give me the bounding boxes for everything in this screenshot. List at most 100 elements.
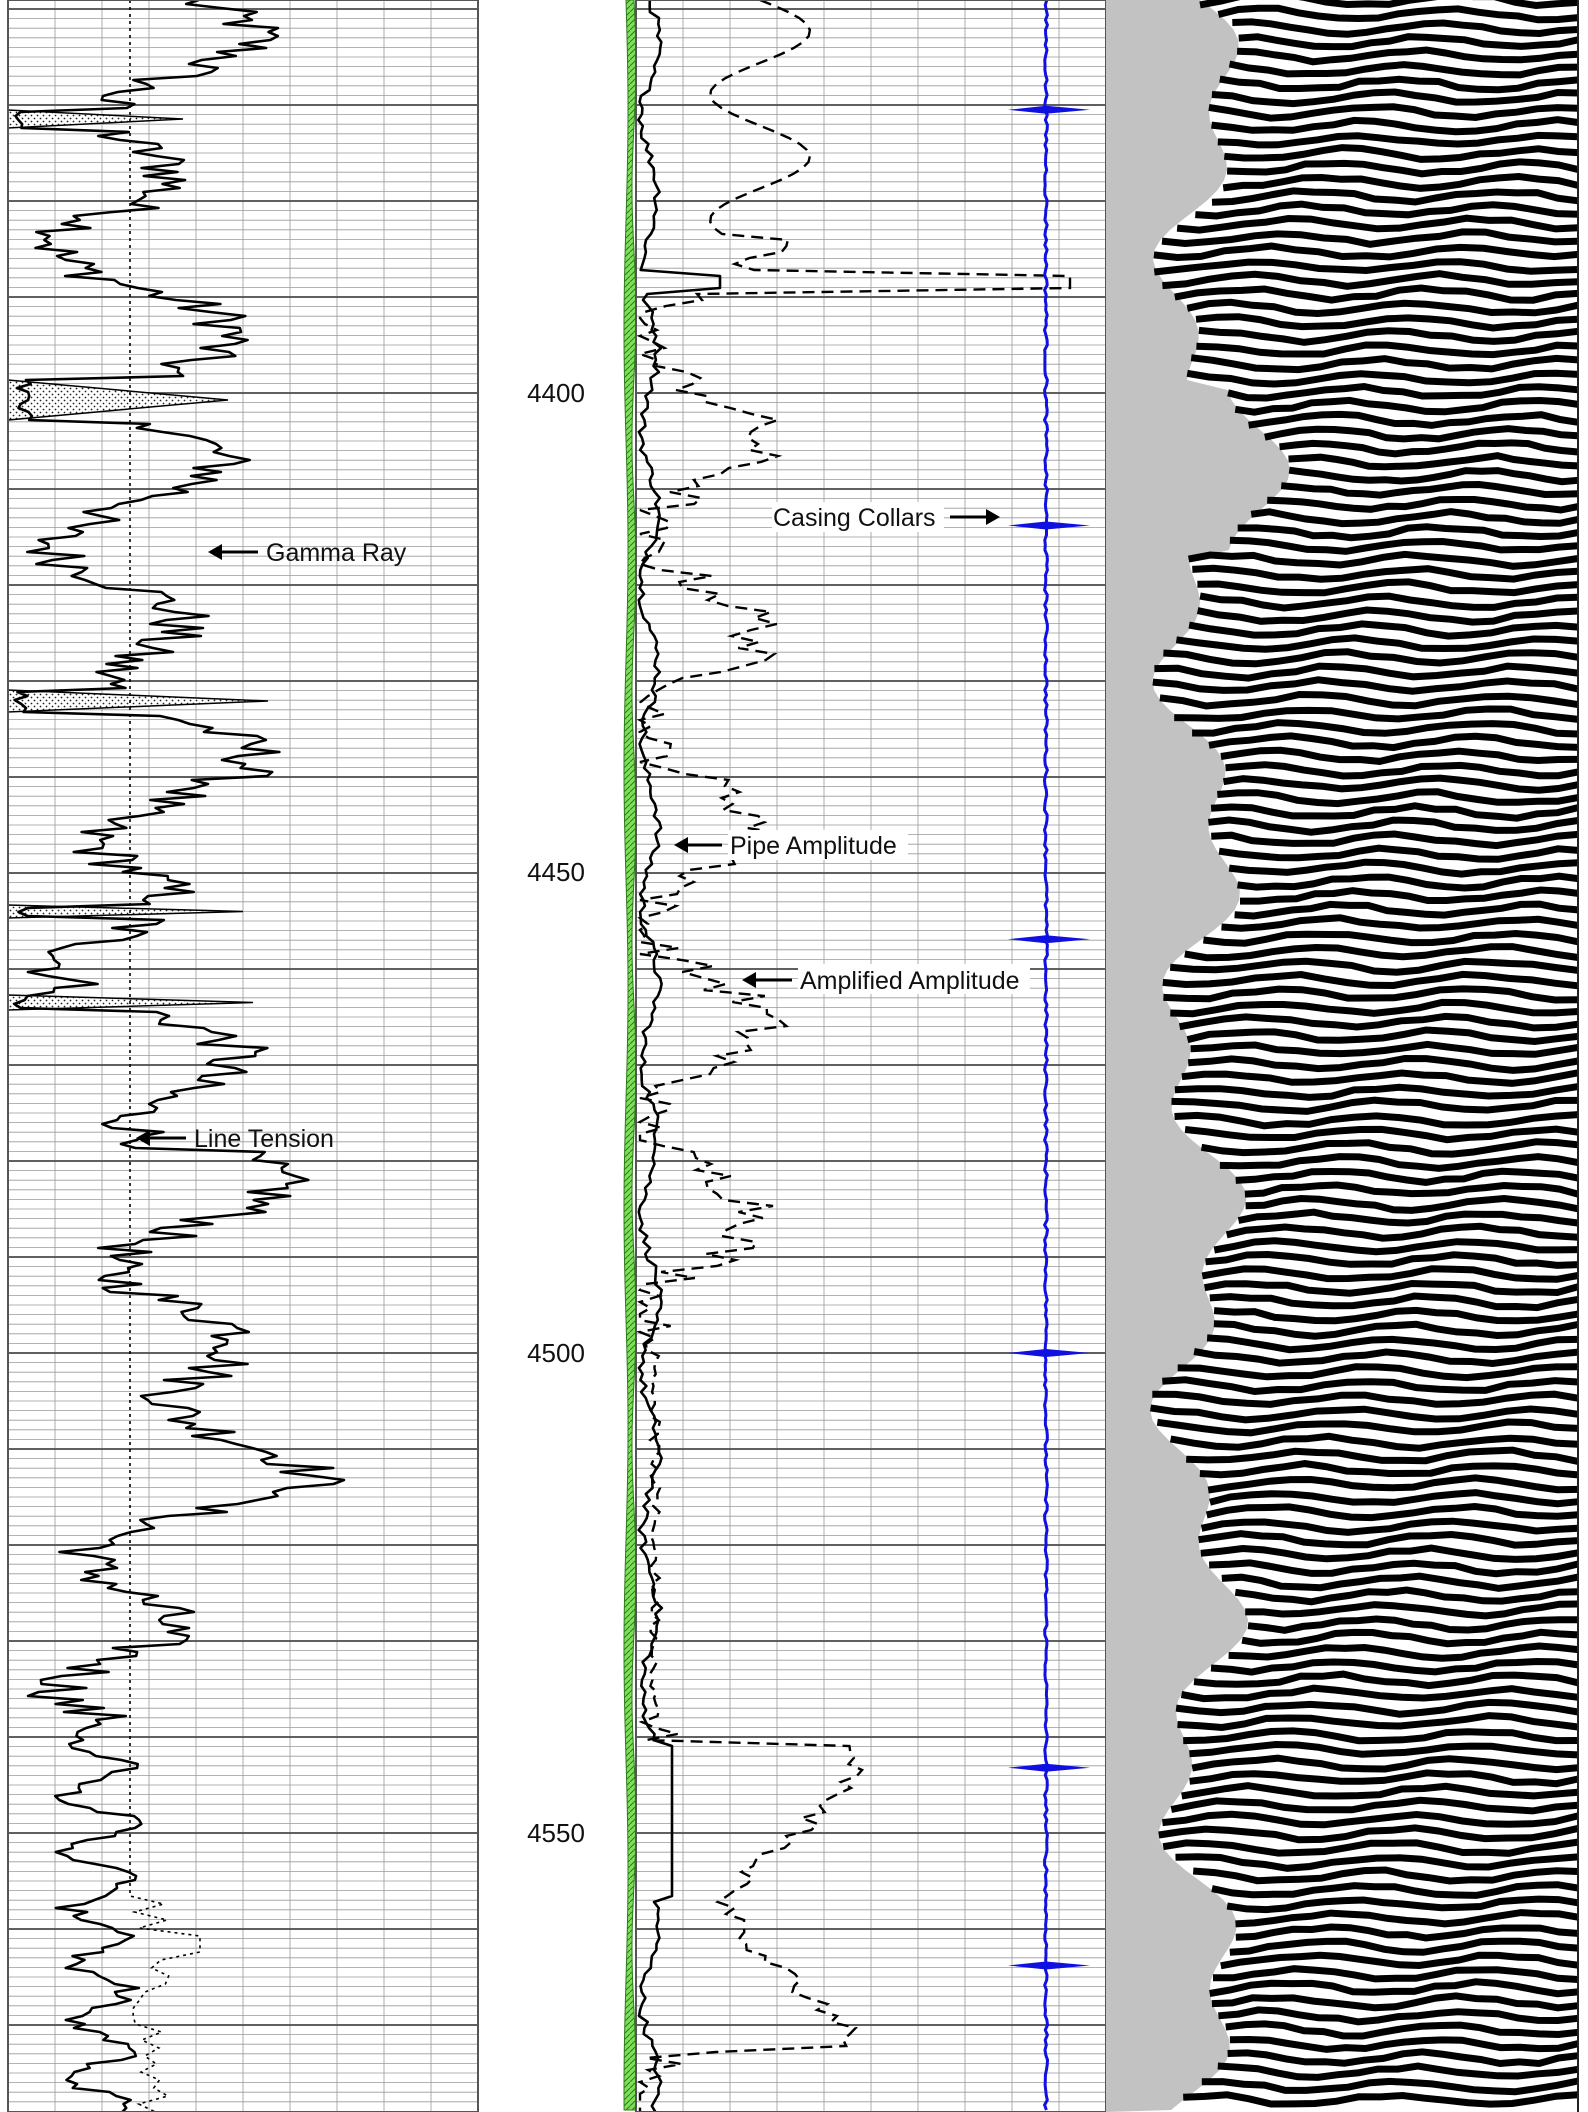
vdl-band xyxy=(1162,1838,1579,1857)
vdl-band xyxy=(1264,425,1579,443)
vdl-band xyxy=(1183,2091,1579,2108)
vdl-band xyxy=(1217,4,1579,24)
vdl-band xyxy=(1175,1853,1579,1872)
arrow-left-icon xyxy=(674,837,688,853)
vdl-band xyxy=(1198,1530,1579,1549)
line-tension-curve xyxy=(129,0,201,2112)
vdl-band xyxy=(1195,313,1579,332)
vdl-band xyxy=(1152,1390,1579,1408)
vdl-band xyxy=(1220,1951,1579,1970)
vdl-band xyxy=(1211,187,1579,206)
depth-column: 4400 4450 4500 4550 xyxy=(527,378,585,1848)
vdl-band xyxy=(1232,18,1579,38)
vdl-band xyxy=(1211,830,1579,850)
vdl-band xyxy=(1235,1909,1579,1928)
vdl-band xyxy=(1225,2020,1579,2040)
vdl-band xyxy=(1234,900,1579,920)
casing-collar-spike xyxy=(1008,105,1090,114)
vdl-band xyxy=(1198,326,1579,346)
vdl-band xyxy=(1218,844,1579,863)
vdl-band xyxy=(1236,46,1579,66)
gamma-ray-shaded-zone xyxy=(7,689,269,713)
vdl-band xyxy=(1192,564,1579,583)
amplified-amplitude-label: Amplified Amplitude xyxy=(800,967,1020,995)
vdl-band xyxy=(1211,1881,1579,1899)
vdl-band xyxy=(1208,816,1579,836)
gamma-ray-shaded-fill xyxy=(7,109,269,1011)
casing-collars-annotation: Casing Collars xyxy=(772,502,1000,532)
vdl-band xyxy=(1209,1978,1579,1998)
vdl-band xyxy=(1208,732,1579,752)
vdl-band xyxy=(1191,1754,1579,1774)
gamma-ray-track-grid xyxy=(8,0,478,2112)
vdl-band xyxy=(1228,1642,1579,1662)
vdl-band xyxy=(1245,1600,1579,1620)
vdl-band xyxy=(1199,1460,1579,1479)
vdl-band xyxy=(1234,396,1579,416)
vdl-band xyxy=(1186,1026,1579,1046)
vdl-band xyxy=(1196,341,1579,359)
vdl-band xyxy=(1192,719,1579,738)
vdl-band xyxy=(1184,1125,1579,1144)
depth-label-4500: 4500 xyxy=(527,1338,585,1368)
vdl-band xyxy=(1153,258,1579,276)
vdl-band xyxy=(1158,1824,1579,1844)
vdl-band xyxy=(1227,382,1579,402)
vdl-track xyxy=(1106,0,1579,2112)
vdl-band xyxy=(1200,1544,1579,1563)
line-tension-label: Line Tension xyxy=(194,1125,334,1153)
vdl-gray-zone xyxy=(1106,0,1290,2112)
vdl-band xyxy=(1188,620,1579,640)
vdl-band xyxy=(1217,788,1579,808)
vdl-band xyxy=(1229,536,1579,555)
vdl-band xyxy=(1193,1670,1579,1690)
vdl-band xyxy=(1205,1250,1579,1269)
vdl-band xyxy=(1235,1167,1579,1186)
vdl-band xyxy=(1221,1572,1579,1592)
vdl-band xyxy=(1213,1965,1579,1983)
vdl-band xyxy=(1209,1489,1579,1508)
vdl-band xyxy=(1174,1083,1579,1101)
vdl-band xyxy=(1180,1684,1579,1703)
pipe-amplitude-curve xyxy=(637,0,722,2112)
vdl-band xyxy=(1169,1432,1579,1452)
vdl-band xyxy=(1211,88,1579,108)
vdl-band xyxy=(1197,578,1579,597)
pipe-amplitude-label-bg xyxy=(728,830,908,860)
vdl-band xyxy=(1181,1782,1579,1800)
amplified-amplitude-annotation: Amplified Amplitude xyxy=(742,964,1030,995)
vdl-band xyxy=(1219,1153,1579,1172)
vdl-band xyxy=(1163,985,1579,1004)
arrow-left-icon xyxy=(208,544,222,560)
vdl-band xyxy=(1237,1208,1579,1227)
vdl-band xyxy=(1186,298,1579,318)
vdl-band xyxy=(1161,228,1579,248)
casing-collars-label: Casing Collars xyxy=(773,504,936,532)
vdl-band xyxy=(1187,550,1579,570)
vdl-band xyxy=(1177,1363,1579,1382)
arrow-left-icon xyxy=(136,1130,150,1146)
vdl-band xyxy=(1207,1474,1579,1494)
vdl-band xyxy=(1208,1559,1579,1578)
vdl-band xyxy=(1235,1923,1579,1942)
vdl-band xyxy=(1238,33,1579,51)
amplitude-track-grid xyxy=(636,0,1106,2112)
vdl-band xyxy=(1190,1040,1579,1058)
casing-collar-spike xyxy=(1008,1349,1090,1357)
vdl-band xyxy=(1237,872,1579,892)
vdl-band xyxy=(1202,929,1579,947)
vdl-band xyxy=(1201,1265,1579,1283)
vdl-band xyxy=(1245,1194,1579,1214)
vdl-band xyxy=(1211,116,1579,136)
vdl-band xyxy=(1162,970,1579,990)
vdl-band xyxy=(1189,1740,1579,1759)
vdl-band xyxy=(1229,1937,1579,1956)
vdl-band xyxy=(1223,144,1579,163)
vdl-band xyxy=(1195,200,1579,220)
depth-label-4550: 4550 xyxy=(527,1818,585,1848)
vdl-band xyxy=(1213,1320,1579,1340)
vdl-band xyxy=(1217,131,1579,149)
vdl-band xyxy=(1234,1586,1579,1606)
vdl-band xyxy=(1222,774,1579,794)
